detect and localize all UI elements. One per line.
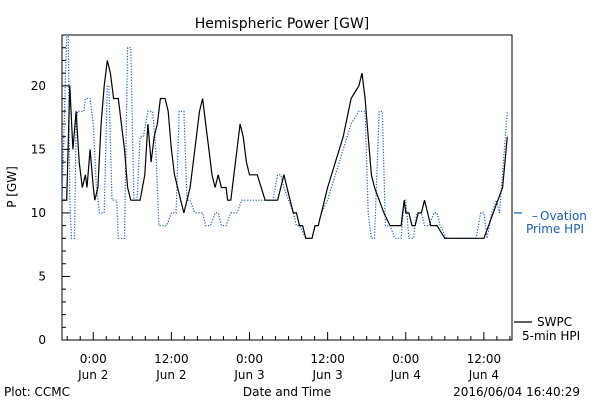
x-tick-date-label: Jun 2: [77, 368, 108, 382]
series-group: [61, 34, 508, 239]
x-tick-time-label: 0:00: [392, 352, 419, 366]
y-tick-label: 10: [31, 206, 46, 220]
y-tick-label: 0: [38, 333, 46, 347]
legend-ovation-dash: –: [532, 209, 538, 223]
y-tick-label: 15: [31, 142, 46, 156]
x-tick-time-label: 0:00: [236, 352, 263, 366]
legend-ovation-label-line2: Prime HPI: [526, 222, 584, 236]
x-tick-time-label: 0:00: [80, 352, 107, 366]
series-line-swpc: [62, 60, 508, 239]
x-tick-date-label: Jun 3: [233, 368, 264, 382]
footer-timestamp: 2016/06/04 16:40:29: [453, 385, 580, 399]
x-tick-time-label: 12:00: [154, 352, 189, 366]
x-tick-time-label: 12:00: [467, 352, 502, 366]
x-axis: 0:00 Jun 2 12:00 Jun 2 0:00 Jun 3 12:00 Jun 3 0:…: [66, 332, 511, 382]
legend-swpc-label-line1: SWPC: [537, 315, 572, 329]
y-axis-label: P [GW]: [5, 166, 19, 208]
x-tick-date-label: Jun 4: [390, 368, 421, 382]
x-axis-label: Date and Time: [243, 385, 331, 399]
series-line-ovation: [61, 34, 508, 239]
legend-swpc-label-line2: 5-min HPI: [522, 329, 580, 343]
x-tick-date-label: Jun 2: [155, 368, 186, 382]
x-tick-date-label: Jun 4: [468, 368, 499, 382]
x-tick-date-label: Jun 3: [312, 368, 343, 382]
y-axis: 0 5 10 15 20: [31, 34, 70, 347]
y-tick-label: 20: [31, 79, 46, 93]
legend-ovation-label-line1: Ovation: [540, 209, 587, 223]
y-tick-label: 5: [38, 269, 46, 283]
footer-plot-credit: Plot: CCMC: [4, 385, 70, 399]
chart-title: Hemispheric Power [GW]: [195, 16, 370, 32]
x-tick-time-label: 12:00: [310, 352, 345, 366]
